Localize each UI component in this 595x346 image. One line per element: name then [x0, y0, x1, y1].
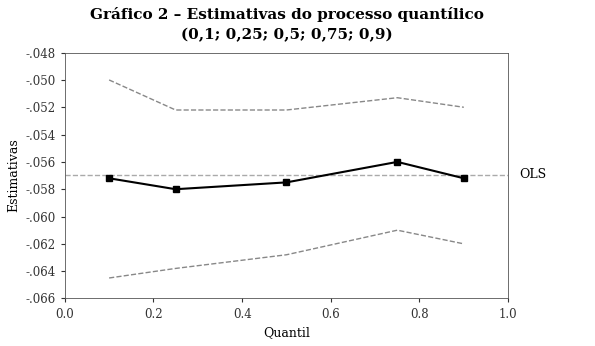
X-axis label: Quantil: Quantil: [263, 326, 310, 339]
Y-axis label: Estimativas: Estimativas: [7, 139, 20, 212]
Title: Gráfico 2 – Estimativas do processo quantílico
(0,1; 0,25; 0,5; 0,75; 0,9): Gráfico 2 – Estimativas do processo quan…: [89, 7, 483, 42]
Text: OLS: OLS: [519, 169, 546, 181]
